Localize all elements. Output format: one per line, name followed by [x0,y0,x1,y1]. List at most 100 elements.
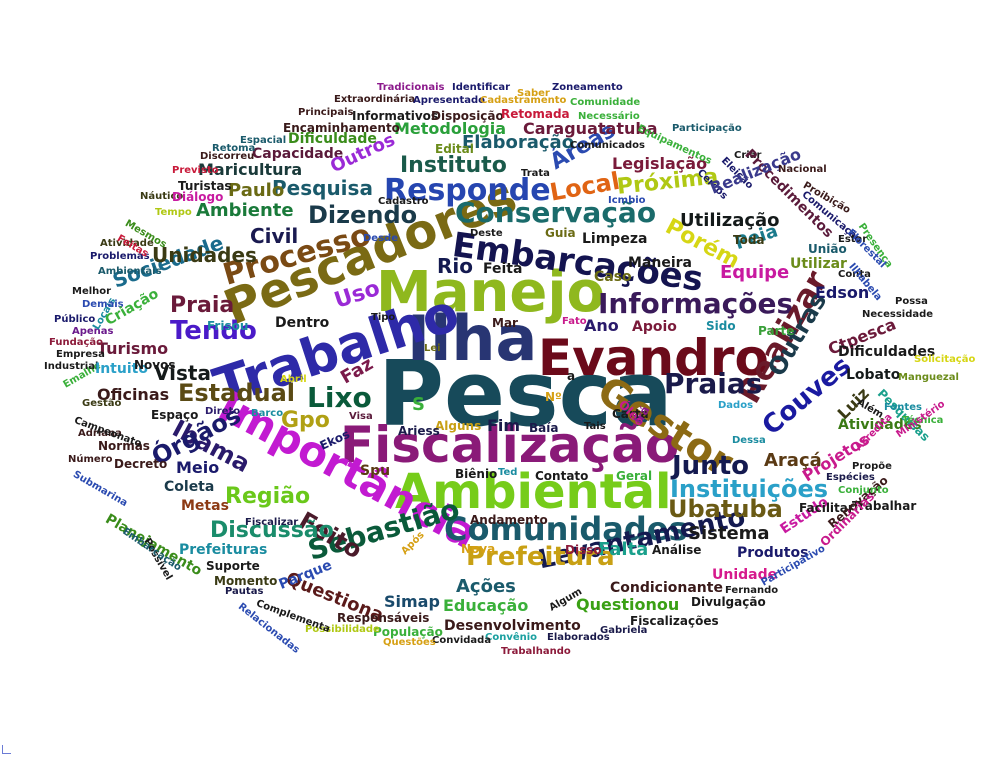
cloud-word: Visa [349,411,373,422]
cloud-word: Gpo [281,408,330,433]
cloud-word: Discorreu [200,151,255,162]
cloud-word: Informações [598,287,794,320]
cloud-word: Baía [529,421,559,435]
cloud-word: Submarina [71,469,130,510]
cloud-word: Apresentado [413,95,486,106]
cloud-word: Sido [706,319,736,333]
cloud-word: Fontes [884,402,922,413]
cloud-word: Abril [280,374,307,385]
cloud-word: Manguezal [898,372,959,383]
cloud-word: Ilha [407,302,538,375]
cloud-word: Coleta [164,479,215,495]
cloud-word: Retoma [212,143,256,154]
cloud-word: Demais [82,299,124,310]
cloud-word: Possa [895,296,928,307]
cloud-word: Edson [815,283,870,302]
cloud-word: Limpeza [582,231,648,247]
cloud-word: Solicitação [914,354,976,365]
cloud-word: Lei [424,343,441,354]
cloud-word: Gabriela [600,625,648,636]
cloud-word: Saber [517,88,550,99]
cloud-word: Comunicados [570,140,645,151]
cloud-word: Legislação [612,154,708,173]
cloud-word: Civil [250,224,299,248]
cloud-word: Estadual [178,379,296,407]
cloud-word: Ubatuba [668,495,783,523]
cloud-word: Estar [838,234,868,245]
cloud-word: Caraguatatuba [523,119,658,138]
cloud-word: Espacial [240,135,287,146]
cloud-word: Equipe [720,262,790,283]
cloud-word: Utilizar [790,256,847,272]
cloud-word: Melhor [72,286,112,297]
cloud-word: Ted [498,467,518,478]
cloud-word: Edital [435,142,474,156]
cloud-word: Novos [134,358,176,372]
cloud-word: Elaborados [547,632,610,643]
cloud-word: S [412,394,425,415]
cloud-word: Problemas [90,251,150,262]
cloud-word: Trabalhar [852,499,917,513]
cloud-word: Dificuldade [288,131,377,147]
cloud-word: Tendo [170,316,257,346]
cloud-word: Meio [176,458,220,477]
cloud-word: Conservação [455,196,657,229]
cloud-word: Capacidade [252,146,344,162]
cloud-word: Espécies [826,472,875,483]
cloud-word: Fernando [725,585,779,596]
cloud-word: Análise [652,543,702,557]
cloud-word: Dentro [275,315,330,331]
cloud-word: Atividade [100,238,154,249]
cloud-word: Praias [664,367,763,400]
cloud-word: Dificuldades [838,344,936,360]
cloud-word: Nova [461,542,496,556]
cloud-word: Nacional [778,164,827,175]
cloud-word: Frisou [207,319,249,333]
cloud-word: Instituições [670,475,829,503]
cloud-word: Principais [298,107,354,118]
cloud-word: Lobato [846,367,901,383]
cloud-word: Guia [545,226,576,240]
cloud-word: Extraordinária [334,94,416,105]
cloud-word: Tais [584,421,606,432]
cloud-word: Gestão [82,398,122,409]
cloud-word: Turistas [178,179,232,193]
cloud-word: Direto [205,406,241,417]
corner-bracket-icon [2,745,11,754]
cloud-word: Carta [612,407,649,421]
cloud-word: Industrial [44,361,99,372]
cloud-word: Empresa [56,349,105,360]
cloud-word: Necessidade [862,309,934,320]
cloud-word: Rio [437,254,473,278]
cloud-word: Caso [594,269,632,285]
cloud-word: Cadastramento [480,95,567,106]
cloud-word: Divulgação [691,595,766,609]
cloud-word: Cadastro [378,196,429,207]
cloud-word: Produtos [737,545,809,561]
cloud-word: Conjunto [838,485,889,496]
cloud-word: Parte [758,324,795,338]
cloud-word: Tipo [371,312,396,323]
cloud-word: Deste [470,228,503,239]
cloud-word: Previsto [172,165,219,176]
cloud-word: Trata [521,168,550,179]
cloud-word: Tradicionais [377,82,445,93]
cloud-word: Comunidade [570,97,641,108]
cloud-word: Prefeitura [466,542,615,572]
cloud-word: Informativos [352,109,439,123]
cloud-word: Adriana [78,428,122,439]
cloud-word: Lixo [307,381,372,414]
cloud-word: Elaboração [462,132,575,153]
cloud-word: Tempo [155,207,192,218]
cloud-word: Pesquisa [272,176,373,200]
cloud-word: Turismo [97,339,169,358]
cloud-word: Maricultura [198,160,303,179]
cloud-word: Conta [838,269,871,280]
cloud-word: Espaço [151,408,199,422]
cloud-word: Instituto [400,153,507,178]
cloud-word: Comunidades [444,510,688,548]
cloud-word: Ano [584,316,619,335]
cloud-word: Responsáveis [337,611,430,625]
cloud-word: Questões [383,637,436,648]
